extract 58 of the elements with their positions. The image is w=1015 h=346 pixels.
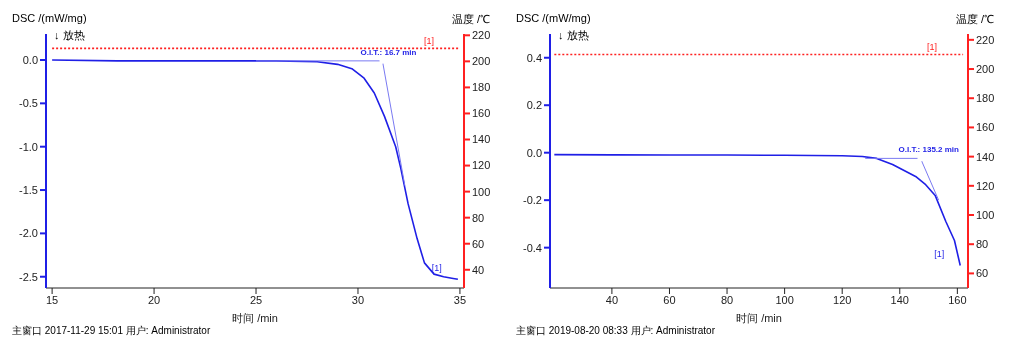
y2-tick-label: 200 (976, 62, 995, 75)
x-tick-label: 120 (833, 293, 852, 306)
annotation: ↓ 放热 (558, 28, 589, 43)
x-tick-label: 35 (453, 293, 467, 306)
x-tick-label: 30 (351, 293, 365, 306)
y2-tick-label: 60 (472, 237, 485, 250)
y2-tick-label: 100 (472, 185, 491, 198)
y-tick-label: -1.5 (19, 183, 38, 196)
y-axis-title: DSC /(mW/mg) (516, 12, 591, 24)
x-tick-label: 140 (890, 293, 909, 306)
annotation: O.I.T.: 16.7 min (360, 47, 417, 57)
y2-tick-label: 180 (472, 81, 491, 94)
y-tick-label: -2.5 (19, 270, 38, 283)
y-tick-label: 0.2 (526, 99, 542, 112)
x-tick-label: 160 (948, 293, 967, 306)
y-tick-label: 0.0 (526, 146, 542, 159)
series-label: [1] (934, 249, 945, 260)
y2-tick-label: 60 (976, 267, 989, 280)
y-tick-label: -2.0 (19, 227, 38, 240)
x-tick-label: 100 (775, 293, 794, 306)
annotation: O.I.T.: 135.2 min (898, 145, 960, 155)
text: 主窗口 2017-11-29 15:01 用户: Administrator (12, 324, 211, 338)
y2-tick-label: 80 (472, 211, 485, 224)
y-tick-label: 0.4 (526, 51, 542, 64)
y-tick-label: -1.0 (19, 140, 38, 153)
y2-axis-title: 温度 /℃ (451, 12, 490, 27)
y2-tick-label: 120 (976, 179, 995, 192)
x-tick-label: 20 (147, 293, 161, 306)
series-label: [1] (423, 36, 434, 47)
x-axis-title: 时间 /min (736, 312, 782, 324)
y2-tick-label: 200 (472, 55, 491, 68)
y2-tick-label: 220 (976, 33, 995, 46)
series-label: [1] (431, 263, 442, 274)
y-tick-label: -0.4 (523, 241, 542, 254)
x-tick-label: 15 (45, 293, 59, 306)
x-tick-label: 25 (249, 293, 263, 306)
y-tick-label: -0.5 (19, 97, 38, 110)
y-tick-label: 0.0 (22, 53, 38, 66)
y-axis-title: DSC /(mW/mg) (12, 12, 87, 24)
y2-tick-label: 180 (976, 92, 995, 105)
text: 主窗口 2019-08-20 08:33 用户: Administrator (516, 324, 715, 338)
y2-axis-title: 温度 /℃ (955, 12, 994, 27)
y2-tick-label: 80 (976, 238, 989, 251)
y2-tick-label: 140 (472, 133, 491, 146)
y2-tick-label: 140 (976, 150, 995, 163)
x-tick-label: 60 (663, 293, 676, 306)
x-tick-label: 80 (720, 293, 734, 306)
x-axis-title: 时间 /min (232, 312, 278, 324)
y-tick-label: -0.2 (523, 194, 542, 207)
y2-tick-label: 100 (976, 208, 995, 221)
annotation: ↓ 放热 (54, 28, 85, 43)
y2-tick-label: 160 (976, 121, 995, 134)
y2-tick-label: 120 (472, 159, 491, 172)
y2-tick-label: 160 (472, 107, 491, 120)
y2-tick-label: 40 (472, 263, 485, 276)
y2-tick-label: 220 (472, 29, 491, 42)
x-tick-label: 40 (605, 293, 619, 306)
series-label: [1] (927, 42, 938, 53)
